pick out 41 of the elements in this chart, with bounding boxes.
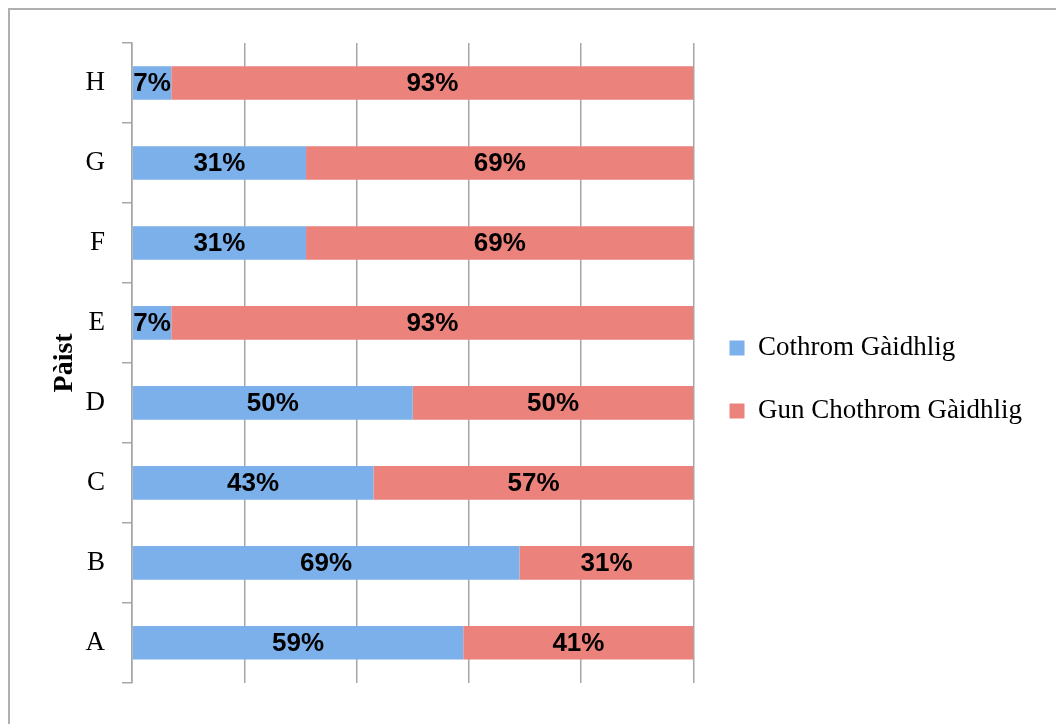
bar xyxy=(373,466,694,500)
y-tick-label: B xyxy=(86,545,105,576)
data-label: 93% xyxy=(406,67,459,98)
bar xyxy=(306,146,694,180)
y-tick-label: C xyxy=(86,465,105,496)
bar xyxy=(412,386,694,420)
data-label: 31% xyxy=(193,147,246,178)
data-label: 31% xyxy=(193,227,246,258)
data-label: 50% xyxy=(246,387,299,418)
y-tick-label: F xyxy=(89,226,105,257)
data-label: 7% xyxy=(133,67,171,98)
bar xyxy=(463,626,694,660)
data-label: 50% xyxy=(527,387,580,418)
bar xyxy=(132,626,464,660)
bar xyxy=(132,146,307,180)
y-tick-label: D xyxy=(85,385,105,416)
y-tick-label: E xyxy=(88,306,105,337)
bar xyxy=(132,226,307,260)
data-label: 69% xyxy=(473,147,526,178)
data-label: 59% xyxy=(272,626,325,657)
data-label: 93% xyxy=(406,307,459,338)
data-label: 57% xyxy=(507,467,560,498)
legend-label: Cothrom Gàidhlig xyxy=(758,331,956,362)
bar xyxy=(132,546,520,580)
bar xyxy=(132,386,413,420)
y-tick-label: G xyxy=(85,146,105,177)
bar xyxy=(132,466,374,500)
y-axis-title: Pàist xyxy=(47,332,79,393)
data-label: 69% xyxy=(473,227,526,258)
bar xyxy=(519,546,694,580)
legend-label: Gun Chothrom Gàidhlig xyxy=(758,394,1023,425)
data-label: 31% xyxy=(580,547,633,578)
bar xyxy=(171,66,694,100)
bar xyxy=(171,306,694,340)
data-label: 7% xyxy=(133,307,171,338)
data-label: 69% xyxy=(300,547,353,578)
y-tick-label: A xyxy=(85,625,106,656)
data-label: 43% xyxy=(227,467,280,498)
bar xyxy=(306,226,694,260)
y-tick-label: H xyxy=(85,66,105,97)
data-label: 41% xyxy=(552,626,605,657)
